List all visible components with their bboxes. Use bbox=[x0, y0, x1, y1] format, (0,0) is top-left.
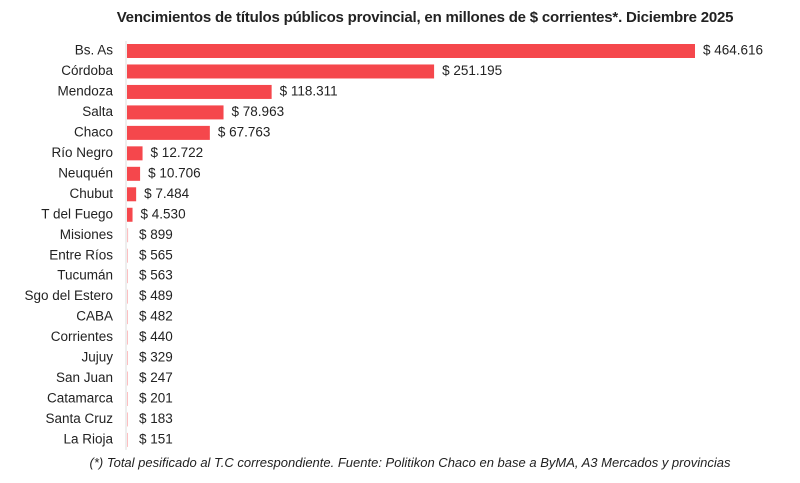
category-label: Misiones bbox=[60, 227, 114, 242]
chart-footnote: (*) Total pesificado al T.C correspondie… bbox=[89, 455, 731, 470]
data-label: $ 251.195 bbox=[442, 63, 502, 78]
data-label: $ 7.484 bbox=[144, 186, 190, 201]
category-label: Tucumán bbox=[57, 268, 113, 283]
category-label: Chaco bbox=[74, 124, 113, 139]
bar bbox=[127, 432, 128, 447]
data-label: $ 247 bbox=[139, 370, 173, 385]
bar bbox=[127, 146, 143, 161]
category-label: Jujuy bbox=[81, 350, 113, 365]
data-label: $ 151 bbox=[139, 431, 173, 446]
bar bbox=[127, 187, 137, 202]
category-label: CABA bbox=[76, 309, 113, 324]
bar bbox=[127, 351, 128, 366]
data-label: $ 201 bbox=[139, 391, 173, 406]
category-label: Entre Ríos bbox=[49, 247, 113, 262]
data-label: $ 482 bbox=[139, 309, 173, 324]
bar bbox=[127, 248, 128, 263]
category-label: Catamarca bbox=[47, 391, 114, 406]
bar bbox=[127, 330, 128, 345]
bar bbox=[127, 289, 128, 304]
bar bbox=[127, 412, 128, 427]
bar bbox=[127, 207, 133, 222]
bar bbox=[127, 64, 435, 79]
bar bbox=[127, 84, 272, 99]
bar bbox=[127, 269, 128, 284]
data-label: $ 489 bbox=[139, 288, 173, 303]
category-label: Neuquén bbox=[58, 165, 113, 180]
data-label: $ 78.963 bbox=[232, 104, 285, 119]
data-label: $ 464.616 bbox=[703, 43, 763, 58]
category-label: Córdoba bbox=[61, 63, 113, 78]
data-label: $ 899 bbox=[139, 227, 173, 242]
category-label: Santa Cruz bbox=[45, 411, 113, 426]
category-label: Salta bbox=[82, 104, 113, 119]
category-label: Mendoza bbox=[57, 84, 113, 99]
data-label: $ 67.763 bbox=[218, 124, 271, 139]
category-label: Corrientes bbox=[51, 329, 114, 344]
data-label: $ 329 bbox=[139, 350, 173, 365]
category-label: T del Fuego bbox=[41, 206, 113, 221]
category-label: Sgo del Estero bbox=[24, 288, 113, 303]
category-label: La Rioja bbox=[63, 431, 113, 446]
bar bbox=[127, 371, 128, 386]
data-label: $ 118.311 bbox=[280, 84, 338, 99]
category-label: Río Negro bbox=[51, 145, 113, 160]
data-label: $ 10.706 bbox=[148, 165, 201, 180]
data-label: $ 4.530 bbox=[141, 206, 186, 221]
data-label: $ 440 bbox=[139, 329, 173, 344]
bar bbox=[127, 105, 224, 120]
category-label: San Juan bbox=[56, 370, 113, 385]
bar bbox=[127, 44, 695, 58]
data-label: $ 183 bbox=[139, 411, 173, 426]
bar bbox=[127, 228, 129, 243]
category-label: Bs. As bbox=[75, 43, 114, 58]
chart-title: Vencimientos de títulos públicos provinc… bbox=[116, 9, 734, 26]
bar bbox=[127, 166, 141, 181]
bar bbox=[127, 310, 128, 325]
category-label: Chubut bbox=[69, 186, 113, 201]
data-label: $ 565 bbox=[139, 247, 173, 262]
bar bbox=[127, 125, 210, 140]
data-label: $ 563 bbox=[139, 268, 173, 283]
bar bbox=[127, 391, 128, 406]
data-label: $ 12.722 bbox=[151, 145, 204, 160]
